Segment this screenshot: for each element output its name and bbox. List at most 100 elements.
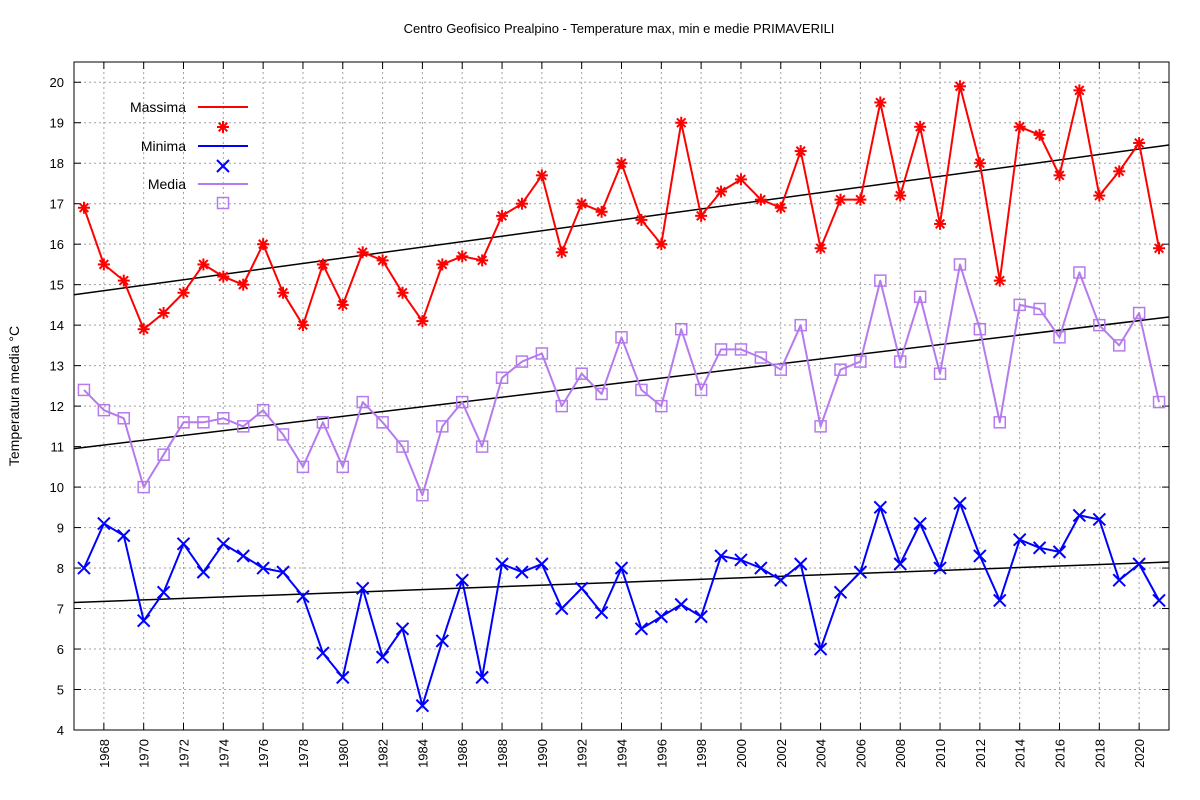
data-point xyxy=(575,197,588,210)
data-point xyxy=(97,516,111,531)
y-tick-label: 17 xyxy=(50,197,64,212)
data-point xyxy=(1093,189,1106,202)
x-tick-label: 2010 xyxy=(933,739,948,768)
data-point xyxy=(1032,541,1047,555)
data-point xyxy=(654,609,669,624)
data-point xyxy=(914,120,927,133)
data-point xyxy=(933,367,947,380)
data-point xyxy=(336,298,349,311)
data-point xyxy=(97,258,110,271)
x-tick-label: 2008 xyxy=(893,739,908,768)
data-point xyxy=(296,460,310,474)
data-point xyxy=(77,561,91,575)
y-tick-label: 6 xyxy=(57,642,64,657)
data-point xyxy=(1053,169,1066,182)
data-point xyxy=(157,448,170,461)
data-point xyxy=(355,581,370,596)
legend: Massima Minima Media xyxy=(130,99,248,210)
data-point xyxy=(1033,128,1046,141)
data-point xyxy=(794,145,807,158)
data-point xyxy=(873,500,888,515)
data-point xyxy=(973,157,986,170)
data-point xyxy=(993,416,1007,429)
data-point xyxy=(336,670,350,685)
x-tick-label: 1986 xyxy=(455,739,470,768)
data-point xyxy=(555,601,569,616)
data-point xyxy=(595,205,608,218)
data-point xyxy=(277,286,290,299)
y-tick-label: 13 xyxy=(50,359,64,374)
data-point xyxy=(973,549,987,563)
x-tick-label: 1978 xyxy=(296,739,311,768)
x-tick-label: 2014 xyxy=(1013,739,1028,768)
data-point xyxy=(754,193,767,206)
data-point xyxy=(157,307,170,320)
data-point xyxy=(436,420,449,433)
data-point xyxy=(854,193,867,206)
data-point xyxy=(853,565,868,579)
data-point xyxy=(1093,318,1106,332)
data-point xyxy=(913,516,927,531)
data-point xyxy=(1073,84,1086,97)
data-point xyxy=(1133,136,1146,149)
x-tick-label: 2000 xyxy=(734,739,749,768)
x-axis: 1968 1970 1972 1974 1976 1978 1980 1982 1984 1986… xyxy=(97,62,1147,768)
data-point xyxy=(455,395,469,409)
data-point xyxy=(874,274,887,287)
series-group xyxy=(77,80,1166,713)
data-point xyxy=(973,322,987,336)
data-point xyxy=(535,557,549,571)
data-point xyxy=(435,634,450,648)
data-point xyxy=(555,399,569,413)
series-media xyxy=(77,258,1166,502)
data-point xyxy=(237,278,250,291)
data-point xyxy=(396,440,409,453)
data-point xyxy=(1052,545,1067,559)
data-point xyxy=(276,428,290,441)
x-tick-label: 1992 xyxy=(575,739,590,768)
data-point xyxy=(694,383,708,397)
y-tick-label: 18 xyxy=(50,156,64,171)
data-point xyxy=(156,585,171,600)
data-point xyxy=(674,597,688,612)
data-point xyxy=(734,553,748,567)
data-point xyxy=(197,416,210,429)
data-point xyxy=(674,322,688,336)
x-tick-label: 1980 xyxy=(336,739,351,768)
data-point xyxy=(1013,120,1026,133)
x-tick-label: 2020 xyxy=(1132,739,1147,768)
data-point xyxy=(515,197,528,210)
data-point xyxy=(1112,339,1126,352)
data-point xyxy=(655,399,668,413)
data-point xyxy=(97,403,111,417)
data-point xyxy=(635,383,648,397)
data-point xyxy=(953,80,966,93)
data-point xyxy=(714,343,728,356)
data-point xyxy=(515,355,529,368)
data-point xyxy=(316,416,330,429)
data-point xyxy=(137,480,150,494)
data-point xyxy=(615,331,628,344)
data-point xyxy=(834,363,847,376)
data-point xyxy=(236,420,250,433)
data-point xyxy=(177,416,190,429)
x-tick-label: 1988 xyxy=(495,739,510,768)
data-point xyxy=(734,173,747,186)
x-tick-label: 1994 xyxy=(615,739,630,768)
data-point xyxy=(177,286,190,299)
data-point xyxy=(694,609,708,624)
data-point xyxy=(197,258,210,271)
x-tick-label: 1974 xyxy=(216,739,231,768)
data-point xyxy=(555,246,568,259)
x-tick-label: 2002 xyxy=(774,739,789,768)
y-tick-label: 15 xyxy=(50,278,64,293)
x-tick-label: 1970 xyxy=(137,739,152,768)
data-point xyxy=(216,537,231,551)
data-point xyxy=(495,557,509,571)
data-point xyxy=(496,209,509,222)
data-point xyxy=(635,213,648,226)
x-tick-label: 1968 xyxy=(97,739,112,768)
data-point xyxy=(715,185,728,198)
data-point xyxy=(953,258,967,271)
data-point xyxy=(1073,266,1086,279)
